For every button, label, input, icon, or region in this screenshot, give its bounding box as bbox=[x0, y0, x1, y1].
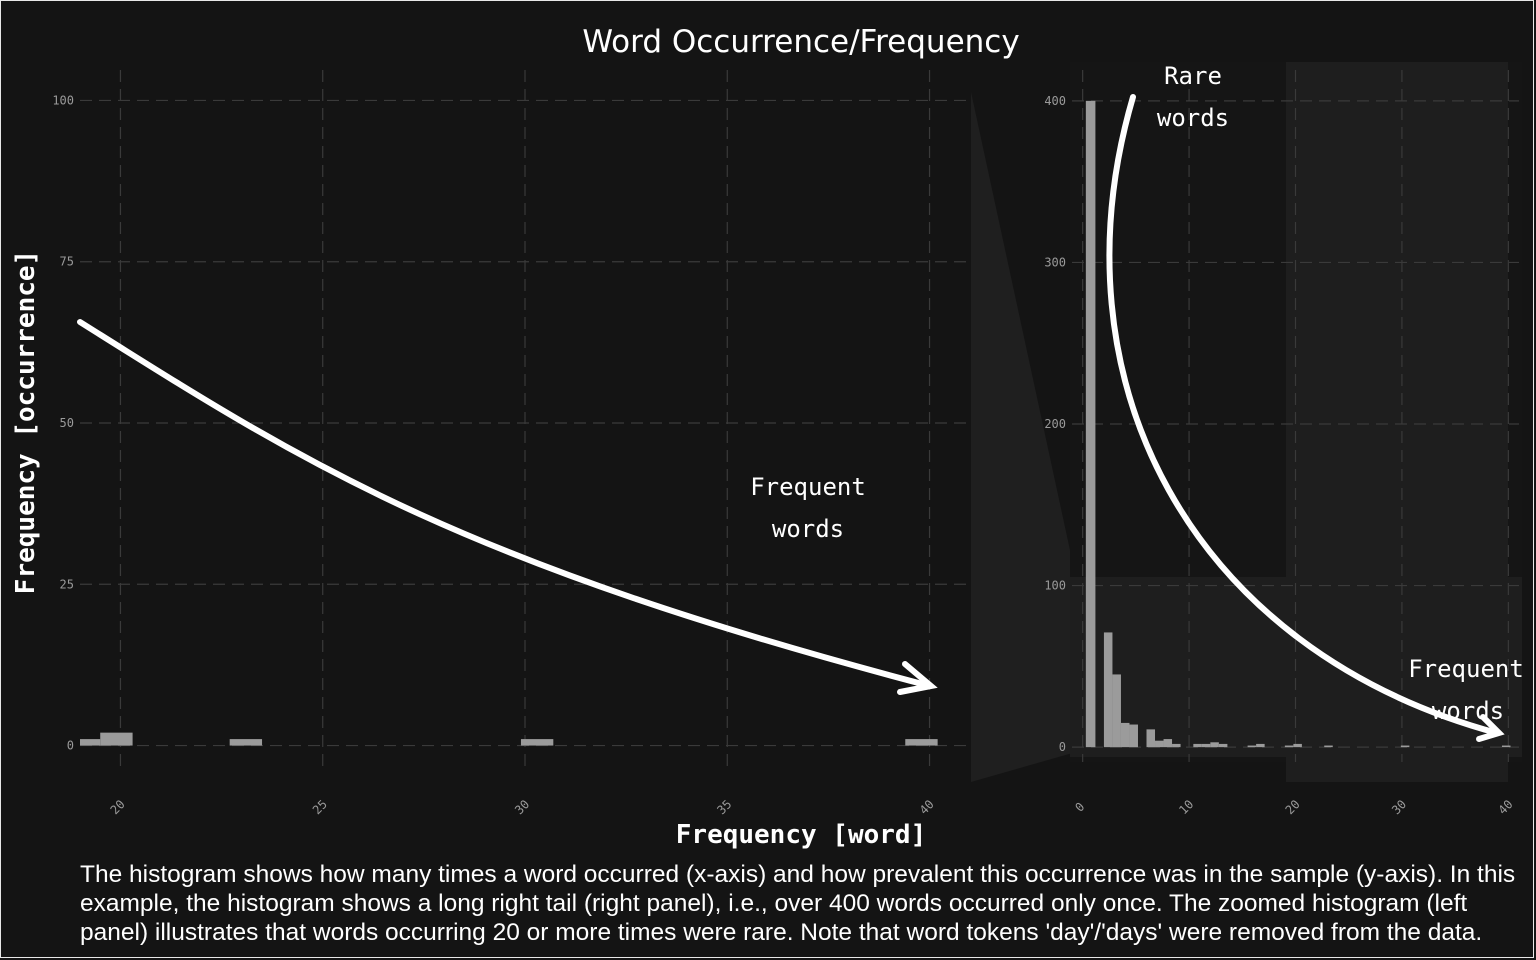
main-gridlines bbox=[80, 70, 970, 766]
x-tick-label: 20 bbox=[108, 797, 128, 817]
y-tick-label: 100 bbox=[1044, 579, 1066, 593]
chart-title: Word Occurrence/Frequency bbox=[582, 24, 1019, 60]
caption-line-1: The histogram shows how many times a wor… bbox=[80, 861, 1516, 888]
histogram-bar bbox=[1163, 739, 1173, 748]
histogram-bar bbox=[1247, 745, 1257, 748]
y-tick-label: 400 bbox=[1044, 94, 1066, 108]
zoom-annotation-bottom-line2: words bbox=[1432, 697, 1504, 725]
main-x-tick-labels: 20 25 30 35 40 bbox=[108, 797, 937, 817]
y-tick-label: 0 bbox=[1059, 740, 1066, 754]
histogram-bar bbox=[1155, 740, 1164, 748]
x-tick-label: 25 bbox=[310, 797, 330, 817]
y-tick-label: 25 bbox=[60, 577, 74, 591]
y-tick-label: 100 bbox=[52, 93, 74, 107]
caption-line-3: panel) illustrates that words occurring … bbox=[80, 919, 1483, 946]
zoom-annotation-bottom-line1: Frequent bbox=[1408, 655, 1524, 683]
histogram-bar bbox=[1112, 674, 1121, 748]
histogram-bar bbox=[1501, 745, 1511, 748]
x-tick-label: 10 bbox=[1176, 797, 1196, 817]
caption-line-2: example, the histogram shows a long righ… bbox=[80, 890, 1468, 917]
x-tick-label: 30 bbox=[512, 797, 532, 817]
x-tick-label: 20 bbox=[1283, 797, 1303, 817]
histogram-bar bbox=[80, 739, 101, 746]
zoom-bars bbox=[1085, 100, 1511, 748]
main-annotation-line1: Frequent bbox=[750, 473, 866, 501]
y-tick-label: 75 bbox=[60, 255, 74, 269]
histogram-bar bbox=[1284, 745, 1294, 748]
zoom-gridlines bbox=[1072, 70, 1519, 762]
x-axis-title: Frequency [word] bbox=[676, 820, 926, 850]
main-bars bbox=[80, 732, 938, 746]
main-annotation-line2: words bbox=[772, 515, 844, 543]
histogram-bar bbox=[1293, 743, 1302, 748]
main-y-tick-labels: 0 25 50 75 100 bbox=[52, 93, 74, 752]
histogram-bar bbox=[1201, 743, 1211, 748]
zoom-arrow bbox=[1106, 94, 1505, 742]
histogram-bar bbox=[229, 739, 263, 746]
y-tick-label: 50 bbox=[60, 416, 74, 430]
histogram-bar bbox=[1193, 743, 1202, 748]
histogram-bar bbox=[1256, 743, 1265, 748]
x-tick-label: 0 bbox=[1072, 800, 1087, 815]
y-axis-title: Frequency [occurrence] bbox=[11, 250, 41, 594]
zoom-annotation-top-line2: words bbox=[1157, 104, 1229, 132]
y-tick-label: 0 bbox=[67, 739, 74, 753]
main-arrow bbox=[77, 319, 938, 695]
histogram-bar bbox=[100, 732, 133, 746]
zoom-y-tick-labels: 0 100 200 300 400 bbox=[1044, 94, 1066, 754]
histogram-bar bbox=[1324, 745, 1333, 748]
x-tick-label: 30 bbox=[1389, 797, 1409, 817]
histogram-bar bbox=[1210, 742, 1219, 748]
y-tick-label: 300 bbox=[1044, 255, 1066, 269]
histogram-bar bbox=[1172, 743, 1181, 748]
histogram-bar bbox=[520, 739, 554, 746]
histogram-bar bbox=[1103, 632, 1113, 748]
histogram-bar bbox=[1218, 743, 1228, 748]
zoom-connector bbox=[971, 92, 1076, 782]
x-tick-label: 40 bbox=[1495, 797, 1515, 817]
zoom-annotation-top-line1: Rare bbox=[1164, 62, 1222, 90]
histogram-bar bbox=[1120, 722, 1130, 748]
zoom-x-tick-labels: 0 10 20 30 40 bbox=[1072, 797, 1515, 817]
x-tick-label: 40 bbox=[917, 797, 937, 817]
histogram-bar bbox=[1400, 745, 1410, 748]
histogram-bar bbox=[1085, 100, 1096, 748]
histogram-bar bbox=[1146, 729, 1156, 748]
y-tick-label: 200 bbox=[1044, 417, 1066, 431]
histogram-bar bbox=[1129, 724, 1138, 748]
figure-caption: The histogram shows how many times a wor… bbox=[80, 860, 1536, 947]
x-tick-label: 35 bbox=[714, 797, 734, 817]
histogram-bar bbox=[905, 739, 938, 746]
